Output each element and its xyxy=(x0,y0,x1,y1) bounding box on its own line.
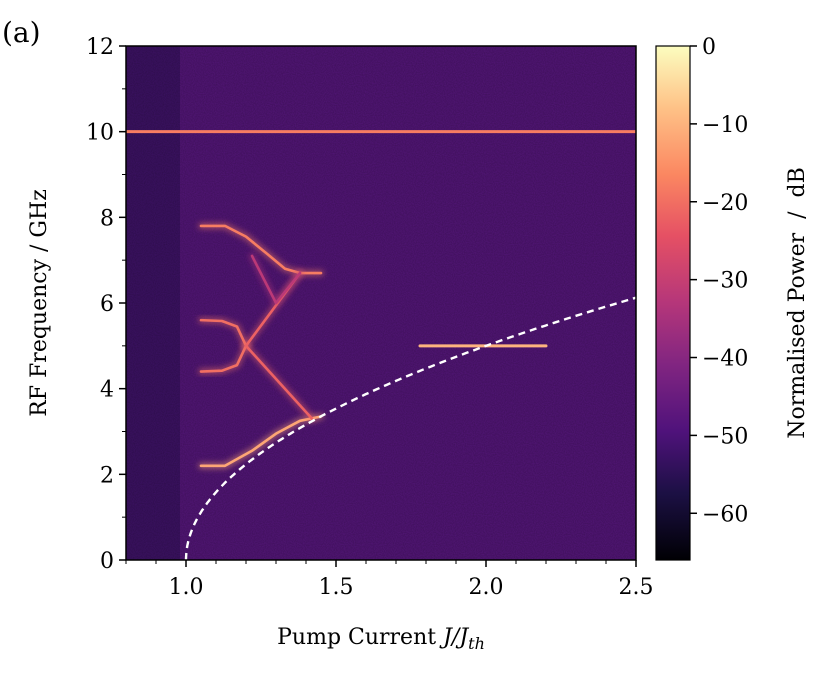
y-tick-label: 8 xyxy=(100,206,114,231)
feature-faint-branch xyxy=(250,254,302,305)
colorbar-tick-label: 0 xyxy=(702,35,716,60)
x-tick-label: 1.0 xyxy=(169,575,204,600)
colorbar-gradient xyxy=(655,45,691,561)
y-axis-label: RF Frequency / GHz xyxy=(27,189,52,417)
x-tick-label: 2.0 xyxy=(469,575,504,600)
x-axis-label: Pump Current J/Jth xyxy=(277,625,485,653)
x-axis-label-j: J xyxy=(439,625,453,650)
x-axis: 1.0 1.5 2.0 2.5 xyxy=(125,560,654,600)
x-axis-label-j2: J xyxy=(455,625,469,650)
heatmap-noise xyxy=(126,46,636,560)
colorbar-tick-label: −30 xyxy=(702,269,748,294)
y-axis: 0 2 4 6 8 10 12 xyxy=(86,35,126,574)
y-tick-label: 10 xyxy=(86,121,114,146)
colorbar-tick-label: −40 xyxy=(702,347,748,372)
feature-lower-branch xyxy=(199,415,323,468)
feature-upper-arc xyxy=(199,318,248,348)
panel-label: (a) xyxy=(2,16,41,49)
x-axis-label-main: Pump Current xyxy=(277,625,443,650)
relaxation-oscillation-curve xyxy=(184,296,636,560)
colorbar-tick-label: −20 xyxy=(702,191,748,216)
heatmap-plot-area xyxy=(126,46,636,560)
feature-diagonal-down xyxy=(244,344,314,420)
y-tick-label: 2 xyxy=(100,463,114,488)
x-axis-label-slash: / xyxy=(450,625,462,650)
y-tick-label: 0 xyxy=(100,549,114,574)
colorbar-ticks: 0 −10 −20 −30 −40 −50 −60 xyxy=(690,35,748,527)
colorbar-tick-label: −60 xyxy=(702,502,748,527)
y-tick-label: 12 xyxy=(86,35,114,60)
x-tick-label: 2.5 xyxy=(619,575,654,600)
colorbar-label: Normalised Power / dB xyxy=(785,167,810,439)
x-axis-label-sub: th xyxy=(468,634,485,653)
feature-lower-arc xyxy=(199,344,248,373)
colorbar-tick-label: −10 xyxy=(702,113,748,138)
y-tick-label: 6 xyxy=(100,292,114,317)
x-tick-label: 1.5 xyxy=(319,575,354,600)
y-tick-label: 4 xyxy=(100,378,114,403)
spectral-features xyxy=(126,128,636,469)
colorbar xyxy=(655,45,691,561)
colorbar-tick-label: −50 xyxy=(702,424,748,449)
